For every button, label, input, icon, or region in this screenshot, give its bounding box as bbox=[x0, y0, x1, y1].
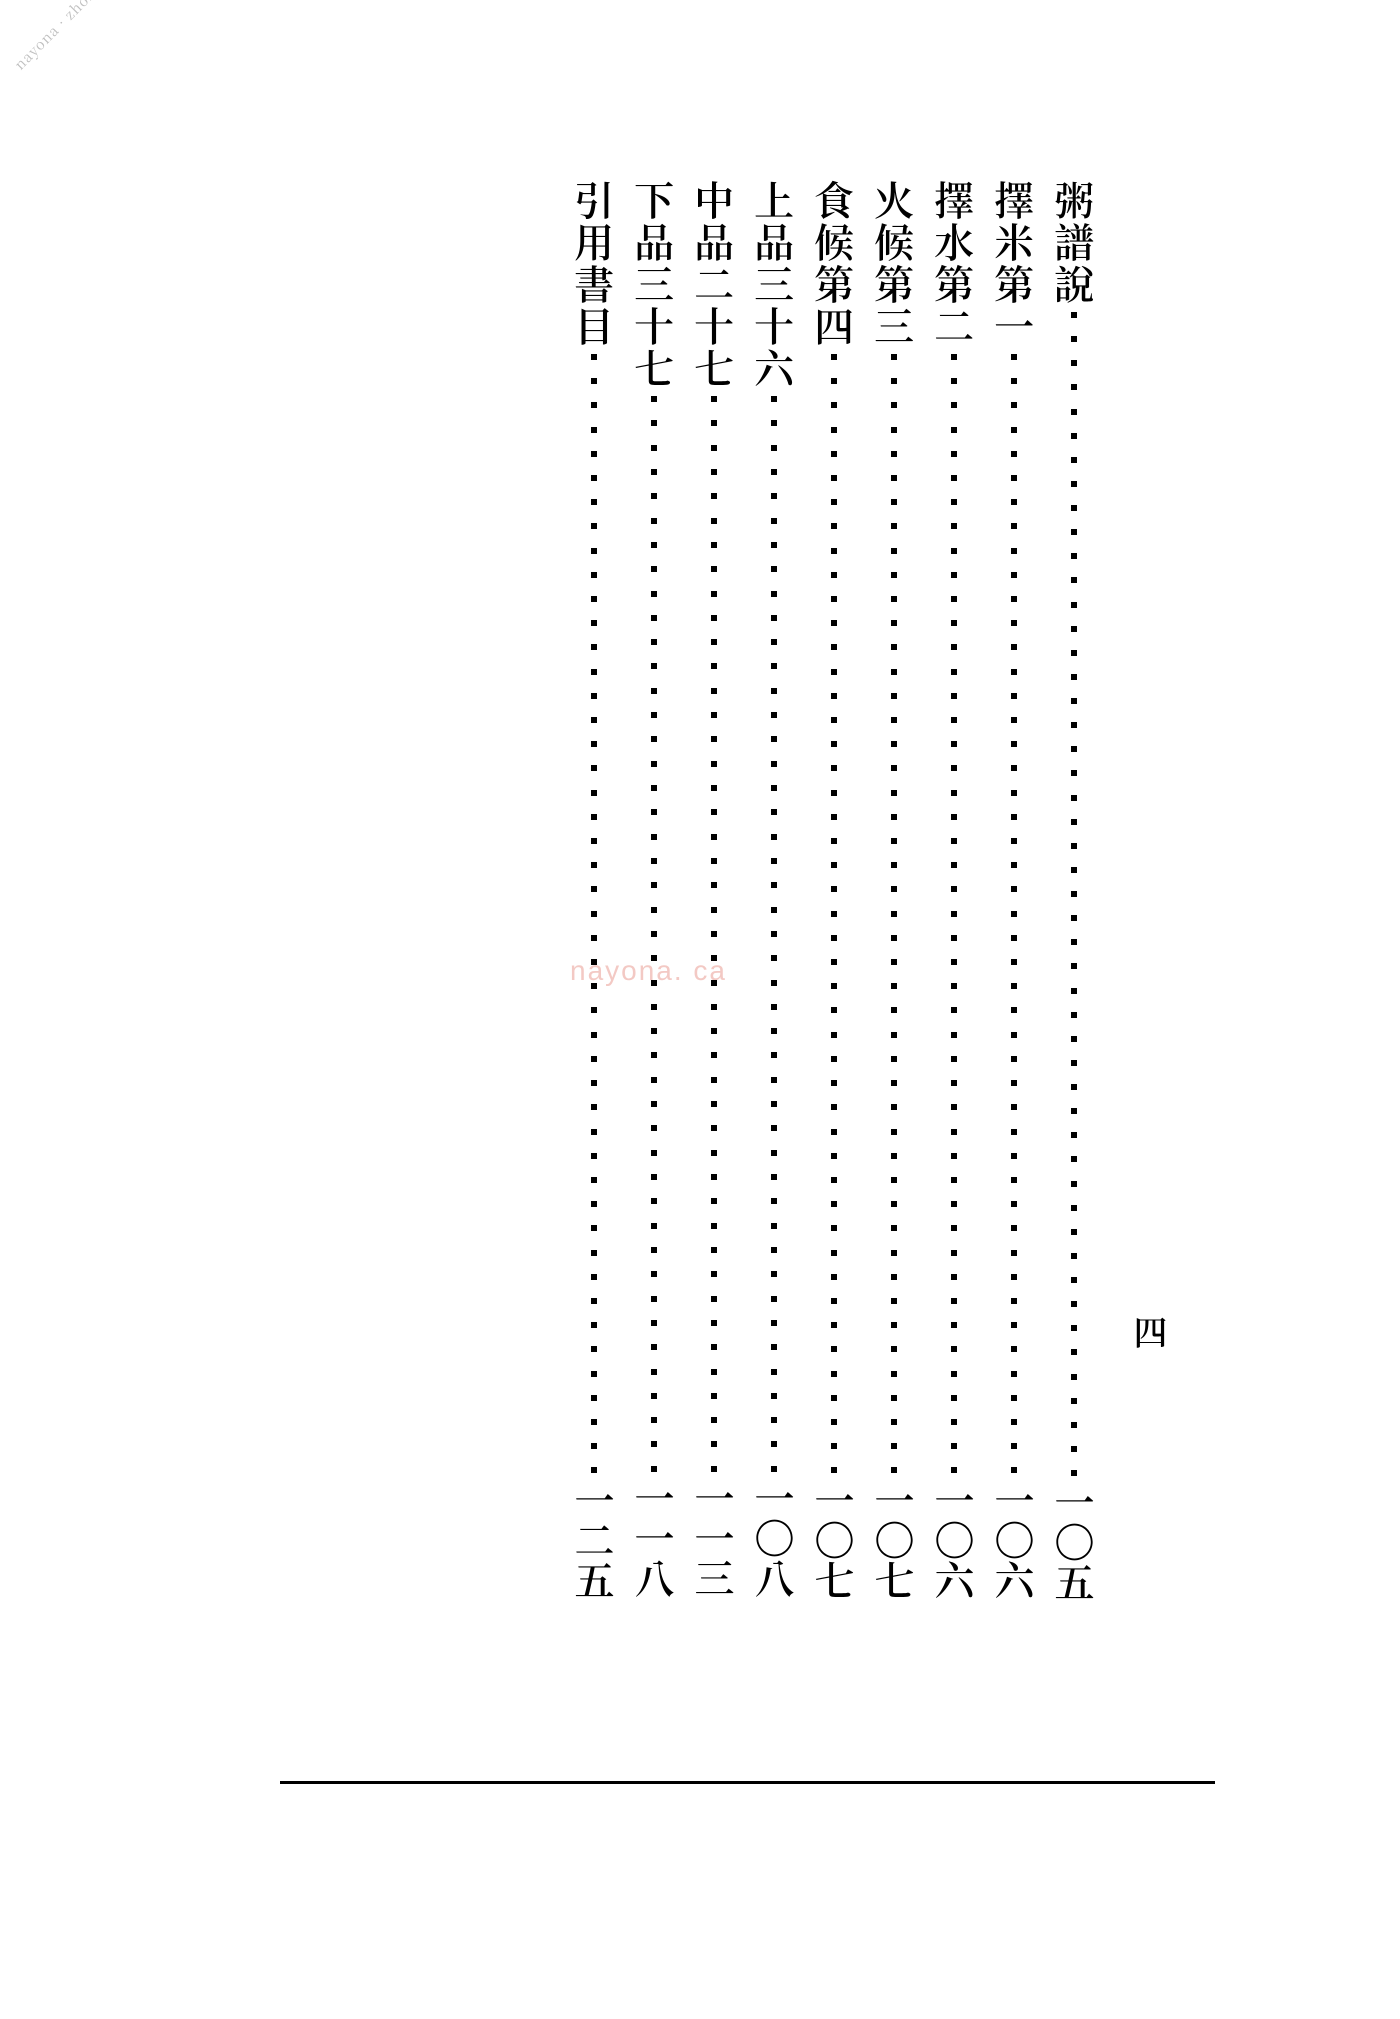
toc-entry: 引用書目一二五 bbox=[573, 180, 615, 1620]
toc-entry: 食候第四一〇七 bbox=[813, 180, 855, 1620]
bottom-rule bbox=[280, 1781, 1215, 1784]
toc-entry-title: 火候第三 bbox=[872, 180, 915, 348]
toc-entry-page: 一一三 bbox=[693, 1478, 735, 1598]
toc-entry-page: 一〇六 bbox=[933, 1480, 975, 1600]
toc-leader-dots bbox=[770, 390, 778, 1478]
page-number: 四 bbox=[1126, 1315, 1175, 1349]
toc-leader-dots bbox=[950, 348, 958, 1480]
toc-entry: 粥譜說一〇五 bbox=[1053, 180, 1095, 1620]
toc-entry: 擇米第一一〇六 bbox=[993, 180, 1035, 1620]
toc-leader-dots bbox=[1010, 348, 1018, 1480]
toc-leader-dots bbox=[650, 390, 658, 1478]
toc-entry-title: 食候第四 bbox=[812, 180, 855, 348]
toc-entry: 火候第三一〇七 bbox=[873, 180, 915, 1620]
toc-leader-dots bbox=[710, 390, 718, 1478]
toc-entry-page: 一〇八 bbox=[753, 1478, 795, 1598]
toc-entry-page: 一〇五 bbox=[1053, 1482, 1095, 1602]
toc-entry-title: 下品三十七 bbox=[632, 180, 675, 390]
toc-leader-dots bbox=[1070, 306, 1078, 1482]
table-of-contents: 粥譜說一〇五擇米第一一〇六擇水第二一〇六火候第三一〇七食候第四一〇七上品三十六一… bbox=[573, 180, 1095, 1620]
toc-entry-page: 一〇七 bbox=[873, 1480, 915, 1600]
toc-entry-title: 中品二十七 bbox=[692, 180, 735, 390]
toc-entry-title: 粥譜說 bbox=[1052, 180, 1095, 306]
toc-entry-page: 一〇六 bbox=[993, 1480, 1035, 1600]
toc-leader-dots bbox=[890, 348, 898, 1480]
toc-entry: 擇水第二一〇六 bbox=[933, 180, 975, 1620]
scanned-page: nayona · zhongyi nayona. ca 粥譜說一〇五擇米第一一〇… bbox=[0, 0, 1400, 2019]
toc-leader-dots bbox=[590, 348, 598, 1480]
toc-entry-title: 擇米第一 bbox=[992, 180, 1035, 348]
toc-leader-dots bbox=[830, 348, 838, 1480]
toc-entry: 下品三十七一一八 bbox=[633, 180, 675, 1620]
toc-entry-page: 一〇七 bbox=[813, 1480, 855, 1600]
toc-entry-title: 引用書目 bbox=[572, 180, 615, 348]
toc-entry-page: 一二五 bbox=[573, 1480, 615, 1600]
toc-entry: 上品三十六一〇八 bbox=[753, 180, 795, 1620]
watermark-corner: nayona · zhongyi bbox=[10, 0, 117, 74]
toc-entry-title: 上品三十六 bbox=[752, 180, 795, 390]
toc-entry-title: 擇水第二 bbox=[932, 180, 975, 348]
toc-entry: 中品二十七一一三 bbox=[693, 180, 735, 1620]
toc-entry-page: 一一八 bbox=[633, 1478, 675, 1598]
